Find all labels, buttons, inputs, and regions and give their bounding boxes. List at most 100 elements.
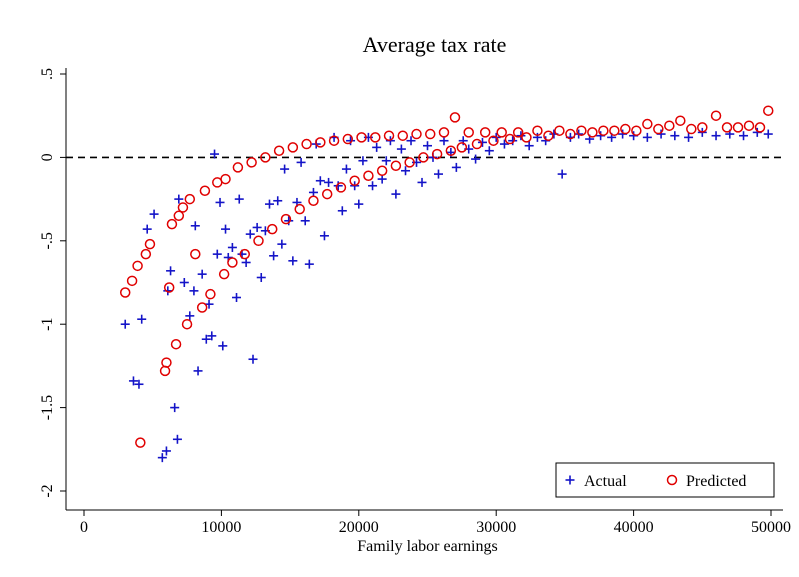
actual-point [358,156,368,166]
predicted-point [266,223,278,235]
predicted-point [315,137,326,148]
predicted-point [126,275,138,287]
actual-point [277,239,287,249]
predicted-point [220,173,231,185]
actual-point [417,177,427,187]
predicted-point [239,248,251,260]
x-tick-label: 40000 [614,519,654,536]
actual-point [372,142,382,152]
actual-point [300,216,310,226]
predicted-point [163,282,175,293]
axes: 0 10000 20000 30000 40000 50000 .5 0 -.5 -1 -1.5 -2 [39,68,791,536]
actual-point [354,199,364,209]
actual-point [471,154,481,164]
actual-point [346,136,356,146]
actual-point [201,334,211,344]
actual-point [269,251,279,261]
actual-point [264,199,274,209]
predicted-point [404,157,415,168]
predicted-point [196,302,208,313]
predicted-point [445,145,457,156]
predicted-point [521,132,532,143]
x-tick-label: 20000 [339,519,379,536]
actual-point [232,293,242,303]
predicted-point [328,135,340,146]
predicted-point [321,188,333,200]
predicted-point [653,123,664,135]
predicted-point [664,120,675,131]
predicted-point [587,127,598,138]
predicted-point [184,193,196,205]
actual-point [477,137,487,147]
actual-point [284,216,294,226]
actual-point [137,314,147,324]
predicted-point [471,138,483,150]
legend-predicted-label: Predicted [686,473,746,490]
predicted-point [349,175,360,187]
predicted-point [449,112,461,123]
actual-point [245,229,255,239]
predicted-point [260,152,271,163]
x-tick-label: 10000 [201,519,241,536]
predicted-point [456,142,468,153]
predicted-point [763,105,774,116]
actual-point [524,141,534,151]
actual-point [315,176,325,186]
actual-point [368,181,378,191]
actual-point [190,221,200,231]
predicted-point [342,133,354,145]
y-tick-label: -2 [39,484,56,497]
actual-point [396,144,406,154]
actual-point [296,157,306,167]
predicted-point [135,437,146,448]
predicted-point [576,125,587,136]
predicted-point [363,170,374,181]
predicted-point [631,125,642,136]
predicted-point [140,248,152,260]
actual-point [221,224,231,234]
actual-point [439,136,449,146]
predicted-point [411,128,422,140]
actual-point [341,164,351,174]
actual-point [166,266,176,276]
predicted-point [710,110,722,121]
actual-point [172,434,182,444]
actual-point [406,136,416,146]
predicted-point [232,162,244,173]
actual-point [256,272,266,282]
predicted-point [280,213,292,225]
actual-point [234,194,244,204]
actual-point [381,156,391,166]
actual-point [557,169,567,179]
actual-point [324,177,334,187]
actual-point [451,162,461,172]
predicted-point [335,182,347,193]
predicted-point [294,203,305,215]
predicted-point [554,125,565,136]
x-axis-title: Family labor earnings [357,538,497,555]
actual-point [288,256,298,266]
predicted-point [642,118,653,130]
predicted-point [424,128,436,140]
predicted-point [721,122,733,133]
actual-point [739,131,749,141]
actual-point [273,196,283,206]
plot-area [66,105,783,463]
actual-point [532,132,542,142]
predicted-point [732,122,744,133]
actual-point [193,366,203,376]
predicted-point [463,127,474,138]
predicted-point [370,132,381,143]
actual-point [185,311,195,321]
actual-point [308,187,318,197]
actual-point [670,131,680,141]
predicted-point [686,123,697,135]
y-tick-label: .5 [39,68,56,80]
predicted-point [287,142,299,153]
predicted-point [190,248,201,260]
predicted-point [609,125,620,136]
actual-point [241,257,251,267]
predicted-point [532,125,543,136]
actual-point [218,341,228,351]
